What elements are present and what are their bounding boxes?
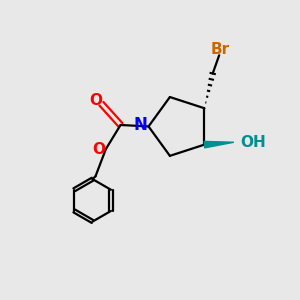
Text: N: N (133, 116, 147, 134)
Text: O: O (92, 142, 105, 157)
Text: O: O (90, 93, 103, 108)
Polygon shape (204, 141, 234, 148)
Text: Br: Br (211, 42, 230, 57)
Text: OH: OH (240, 135, 266, 150)
